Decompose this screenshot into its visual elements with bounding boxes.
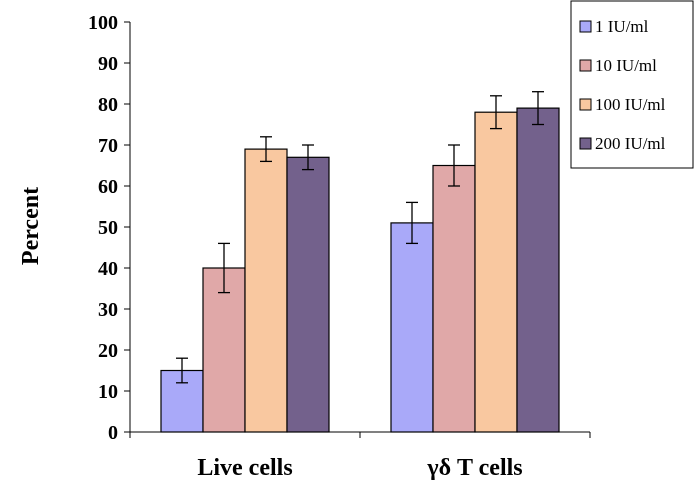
y-tick-label: 50 bbox=[98, 217, 118, 239]
y-tick-label: 70 bbox=[98, 135, 118, 157]
legend-swatch bbox=[579, 20, 592, 33]
legend: 1 IU/ml 10 IU/ml 100 IU/ml 200 IU/ml bbox=[570, 0, 694, 169]
bar bbox=[202, 267, 246, 433]
legend-label: 10 IU/ml bbox=[595, 56, 657, 75]
y-tick-label: 10 bbox=[98, 381, 118, 403]
y-tick-label: 60 bbox=[98, 176, 118, 198]
legend-label: 200 IU/ml bbox=[595, 134, 666, 153]
bar bbox=[244, 148, 288, 433]
y-tick-label: 40 bbox=[98, 258, 118, 280]
bar bbox=[474, 111, 518, 433]
legend-swatch bbox=[579, 98, 592, 111]
y-tick-label: 100 bbox=[88, 12, 118, 34]
y-tick-label: 80 bbox=[98, 94, 118, 116]
y-tick-label: 90 bbox=[98, 53, 118, 75]
legend-label: 100 IU/ml bbox=[595, 95, 666, 114]
y-axis-label: Percent bbox=[18, 187, 44, 265]
legend-label: 1 IU/ml bbox=[595, 17, 649, 36]
y-tick-label: 20 bbox=[98, 340, 118, 362]
bar bbox=[390, 222, 434, 433]
y-tick-label: 0 bbox=[108, 422, 118, 444]
x-category-label: Live cells bbox=[197, 455, 292, 481]
x-axis: Live cells γδ T cells bbox=[129, 431, 591, 481]
bar bbox=[286, 156, 330, 433]
x-category-label: γδ T cells bbox=[426, 455, 522, 481]
bar bbox=[432, 164, 476, 433]
error-bars bbox=[176, 91, 544, 384]
bar bbox=[160, 369, 204, 433]
y-tick-label: 30 bbox=[98, 299, 118, 321]
y-axis: 0 10 20 30 40 50 60 70 80 90 100 bbox=[88, 12, 131, 444]
bars bbox=[160, 107, 560, 433]
legend-swatch bbox=[579, 59, 592, 72]
bar bbox=[516, 107, 560, 433]
legend-swatch bbox=[579, 137, 592, 150]
